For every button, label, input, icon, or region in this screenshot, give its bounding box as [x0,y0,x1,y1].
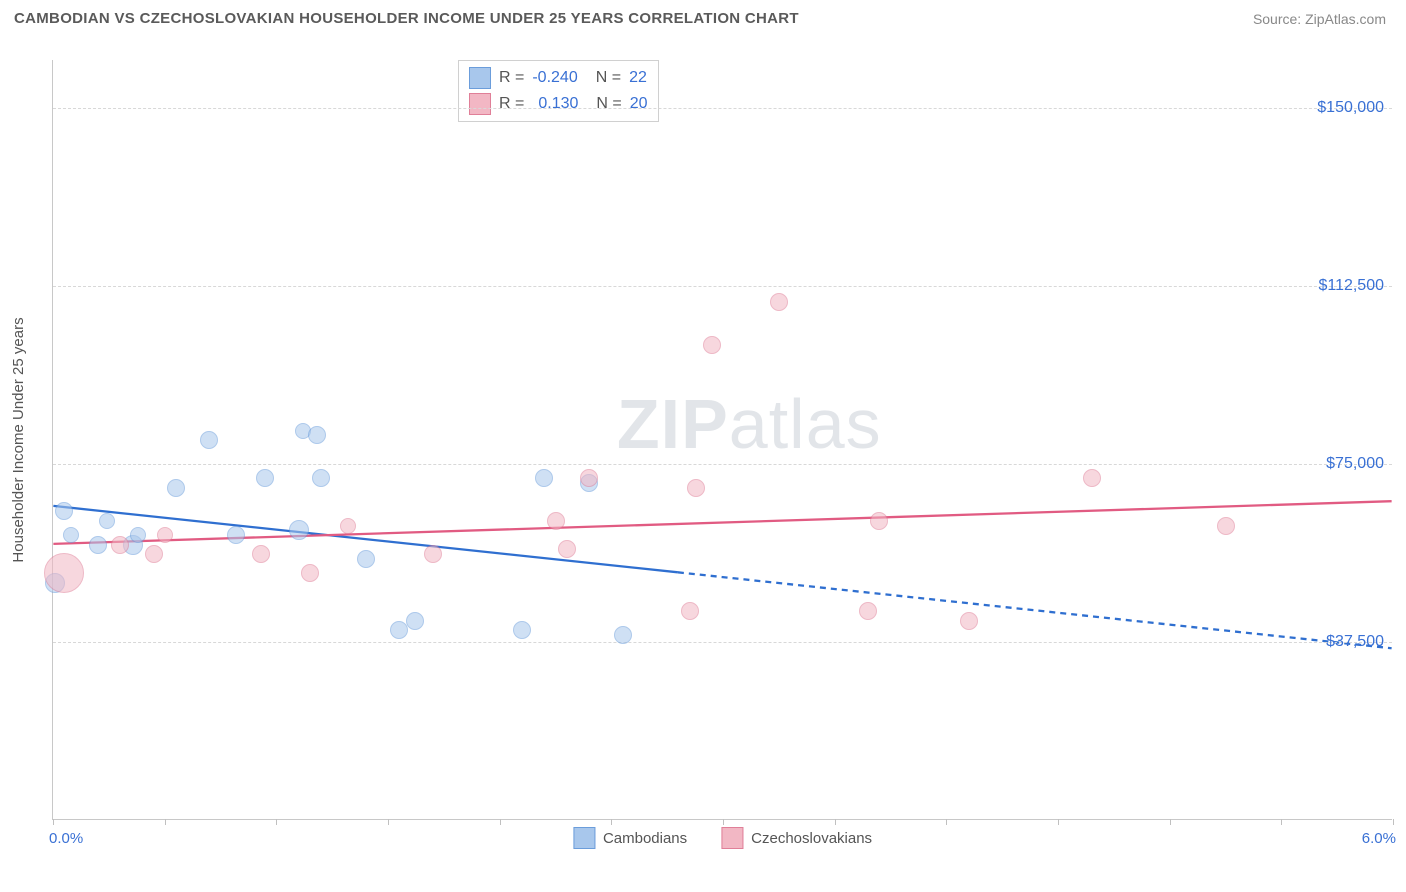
legend-swatch-icon [469,67,491,89]
chart-source: Source: ZipAtlas.com [1253,11,1386,27]
stat-n-value: 20 [630,95,648,113]
x-tick-mark [1058,819,1059,825]
scatter-point [130,527,146,543]
stat-n-value: 22 [629,69,647,87]
stat-legend-row: R = -0.240 N = 22 [469,65,648,91]
scatter-point [99,513,115,529]
y-axis-label: Householder Income Under 25 years [10,317,27,562]
x-tick-mark [946,819,947,825]
scatter-point [687,479,705,497]
scatter-point [960,612,978,630]
x-tick-mark [388,819,389,825]
scatter-point [558,540,576,558]
scatter-point [547,512,565,530]
y-tick-label: $150,000 [1317,99,1384,117]
scatter-point [289,520,309,540]
trend-lines [53,60,1392,819]
watermark: ZIPatlas [617,384,882,464]
stat-r-value: -0.240 [532,69,577,87]
gridline [53,286,1392,287]
scatter-point [424,545,442,563]
x-tick-mark [53,819,54,825]
scatter-point [1083,469,1101,487]
scatter-point [859,602,877,620]
scatter-point [227,526,245,544]
x-tick-mark [611,819,612,825]
x-tick-mark [500,819,501,825]
stat-legend-row: R = 0.130 N = 20 [469,91,648,117]
stat-r-label: R = [499,95,524,113]
chart-title: CAMBODIAN VS CZECHOSLOVAKIAN HOUSEHOLDER… [14,10,799,27]
scatter-point [63,527,79,543]
scatter-point [301,564,319,582]
legend-swatch-icon [573,827,595,849]
scatter-point [703,336,721,354]
gridline [53,108,1392,109]
scatter-point [870,512,888,530]
scatter-point [55,502,73,520]
scatter-point [513,621,531,639]
scatter-point [535,469,553,487]
scatter-point [312,469,330,487]
scatter-point [308,426,326,444]
x-tick-mark [835,819,836,825]
x-tick-mark [1393,819,1394,825]
legend-label: Cambodians [603,830,687,847]
stat-legend-box: R = -0.240 N = 22 R = 0.130 N = 20 [458,60,659,122]
stat-r-value: 0.130 [538,95,578,113]
scatter-point [145,545,163,563]
stat-r-label: R = [499,69,524,87]
scatter-point [252,545,270,563]
stat-n-label: N = [596,69,621,87]
y-tick-label: $37,500 [1326,633,1384,651]
scatter-point [157,527,173,543]
legend-label: Czechoslovakians [751,830,872,847]
x-axis-min-label: 0.0% [49,830,83,847]
legend-item: Cambodians [573,827,687,849]
scatter-point [580,469,598,487]
legend-item: Czechoslovakians [721,827,872,849]
scatter-point [681,602,699,620]
scatter-point [770,293,788,311]
gridline [53,642,1392,643]
scatter-point [406,612,424,630]
scatter-point [357,550,375,568]
chart-plot-area: ZIPatlas R = -0.240 N = 22 R = 0.130 N =… [52,60,1392,820]
scatter-point [200,431,218,449]
scatter-point [614,626,632,644]
scatter-point [167,479,185,497]
scatter-point [44,553,84,593]
legend-swatch-icon [469,93,491,115]
x-tick-mark [723,819,724,825]
stat-n-label: N = [596,95,621,113]
scatter-point [89,536,107,554]
scatter-point [111,536,129,554]
legend-swatch-icon [721,827,743,849]
gridline [53,464,1392,465]
scatter-point [1217,517,1235,535]
x-tick-mark [1281,819,1282,825]
y-tick-label: $112,500 [1318,277,1384,295]
x-tick-mark [165,819,166,825]
y-tick-label: $75,000 [1326,455,1384,473]
series-legend: Cambodians Czechoslovakians [573,827,872,849]
x-tick-mark [1170,819,1171,825]
scatter-point [340,518,356,534]
scatter-point [256,469,274,487]
x-axis-max-label: 6.0% [1362,830,1396,847]
x-tick-mark [276,819,277,825]
